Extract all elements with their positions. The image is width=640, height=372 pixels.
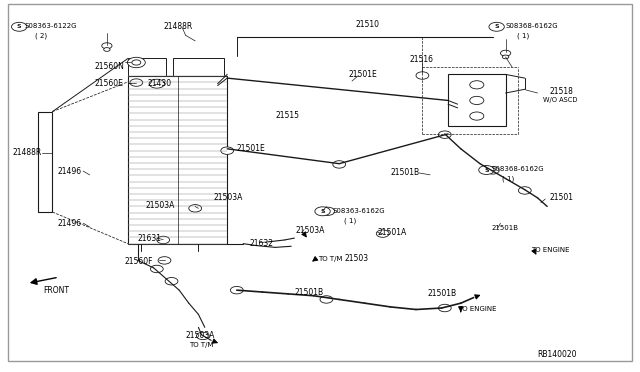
Text: FRONT: FRONT — [44, 286, 70, 295]
Circle shape — [189, 205, 202, 212]
Text: 21488R: 21488R — [163, 22, 193, 31]
Bar — [38, 112, 52, 212]
Circle shape — [489, 22, 504, 31]
Circle shape — [157, 236, 170, 244]
Text: 21560F: 21560F — [125, 257, 154, 266]
Text: 21501E: 21501E — [349, 70, 378, 79]
Circle shape — [104, 48, 110, 51]
Text: 21516: 21516 — [410, 55, 434, 64]
Text: ( 2): ( 2) — [35, 32, 47, 39]
Text: 21430: 21430 — [147, 79, 172, 88]
Text: 21503A: 21503A — [213, 193, 243, 202]
Text: ( 1): ( 1) — [502, 175, 515, 182]
Bar — [173, 58, 224, 76]
Circle shape — [196, 332, 209, 340]
Circle shape — [12, 22, 27, 31]
Circle shape — [502, 55, 509, 59]
Circle shape — [500, 50, 511, 56]
Text: 21503A: 21503A — [296, 226, 325, 235]
Circle shape — [230, 286, 243, 294]
Text: RB140020: RB140020 — [538, 350, 577, 359]
Text: S: S — [484, 167, 489, 173]
Circle shape — [479, 166, 494, 174]
Text: 21501B: 21501B — [428, 289, 457, 298]
Bar — [128, 58, 166, 76]
Text: W/O ASCD: W/O ASCD — [543, 97, 577, 103]
Text: 21488R: 21488R — [13, 148, 42, 157]
Circle shape — [486, 167, 499, 174]
Circle shape — [438, 304, 451, 312]
Circle shape — [416, 72, 429, 79]
Text: TO T/M: TO T/M — [318, 256, 342, 262]
Circle shape — [320, 296, 333, 303]
Circle shape — [470, 96, 484, 105]
Circle shape — [315, 207, 330, 216]
Text: 21501B: 21501B — [390, 169, 420, 177]
Text: 21503A: 21503A — [146, 201, 175, 210]
Text: 21501A: 21501A — [378, 228, 407, 237]
Text: S: S — [494, 24, 499, 29]
Text: 21496: 21496 — [58, 167, 82, 176]
Circle shape — [158, 257, 171, 264]
Circle shape — [333, 161, 346, 168]
Text: S: S — [320, 209, 325, 214]
Text: 21503A: 21503A — [186, 331, 215, 340]
Text: 21510: 21510 — [355, 20, 380, 29]
Circle shape — [149, 79, 164, 88]
Text: TO T/M: TO T/M — [189, 342, 214, 348]
Text: TO ENGINE: TO ENGINE — [531, 247, 570, 253]
Text: 21503: 21503 — [344, 254, 369, 263]
Text: S08363-6162G: S08363-6162G — [333, 208, 385, 214]
Text: 21496: 21496 — [58, 219, 82, 228]
Text: 21501B: 21501B — [294, 288, 324, 297]
Circle shape — [470, 112, 484, 120]
Circle shape — [470, 81, 484, 89]
Text: 21501: 21501 — [549, 193, 573, 202]
Text: TO ENGINE: TO ENGINE — [458, 306, 497, 312]
Text: S08368-6162G: S08368-6162G — [506, 23, 558, 29]
Text: ( 1): ( 1) — [344, 217, 356, 224]
Text: S08363-6122G: S08363-6122G — [24, 23, 77, 29]
Circle shape — [165, 278, 178, 285]
Text: S: S — [17, 24, 22, 29]
Circle shape — [127, 57, 145, 68]
Text: ( 1): ( 1) — [517, 32, 529, 39]
Text: 21518: 21518 — [549, 87, 573, 96]
Circle shape — [376, 230, 389, 237]
Bar — [448, 74, 506, 126]
Circle shape — [102, 43, 112, 49]
Text: 21560N: 21560N — [95, 62, 125, 71]
Circle shape — [130, 79, 143, 86]
Text: 21632: 21632 — [250, 239, 274, 248]
Text: 21631: 21631 — [138, 234, 161, 243]
Text: S08368-6162G: S08368-6162G — [492, 166, 544, 172]
Circle shape — [221, 147, 234, 154]
Circle shape — [321, 207, 335, 215]
Bar — [128, 76, 227, 244]
Text: 21515: 21515 — [275, 111, 300, 120]
Text: 21560E: 21560E — [95, 79, 124, 88]
Text: 21501B: 21501B — [492, 225, 518, 231]
Circle shape — [438, 131, 451, 138]
Circle shape — [132, 60, 141, 65]
Circle shape — [150, 265, 163, 273]
Text: 21501E: 21501E — [237, 144, 266, 153]
Circle shape — [518, 187, 531, 194]
